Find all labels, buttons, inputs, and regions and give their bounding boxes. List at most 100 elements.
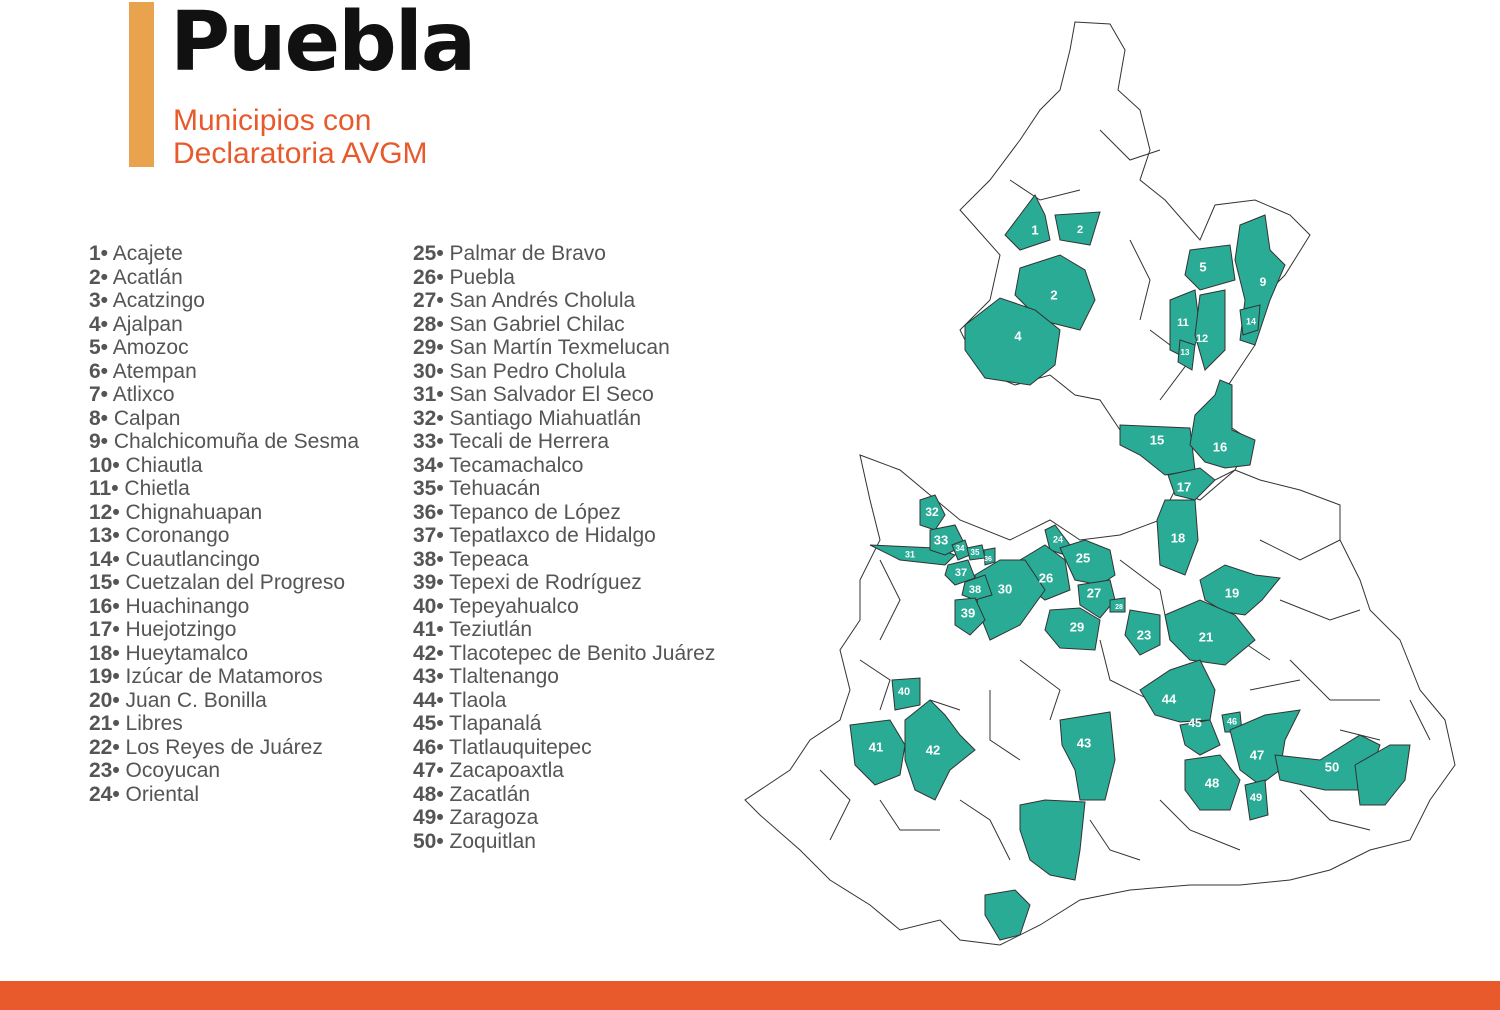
map-municipality-39 [954,597,986,636]
map-label-18: 18 [1171,530,1185,545]
map-label-31: 31 [905,549,915,559]
municipality-list-item: 37• Tepatlaxco de Hidalgo [413,524,715,548]
municipality-list-item: 38• Tepeaca [413,548,715,572]
map-municipality-32 [919,494,946,531]
map-label-12: 12 [1196,333,1208,345]
municipality-name: Zacatlán [443,782,531,806]
map-label-27: 27 [1087,585,1101,600]
map-label-38: 38 [969,584,981,596]
map-label-42: 42 [926,742,940,757]
municipality-name: Tlacotepec de Benito Juárez [443,641,716,665]
municipality-name: Izúcar de Matamoros [119,665,323,688]
map-label-11: 11 [1177,317,1189,329]
map-internal-borders [819,129,1431,861]
municipality-number: 40• [413,594,444,618]
municipality-number: 13• [89,524,120,547]
page-title: Puebla [170,0,476,90]
map-municipality-42 [904,699,976,801]
municipality-number: 5• [89,336,109,359]
map-municipality-13 [1177,339,1196,371]
map-label-34: 34 [956,544,965,553]
municipality-list-item: 18• Hueytamalco [89,642,359,666]
map-label-39: 39 [961,605,975,620]
municipality-list-item: 21• Libres [89,712,359,736]
map-municipality-undefined [1354,744,1411,806]
municipality-name: Tepanco de López [443,500,621,524]
map-label-23: 23 [1137,627,1151,642]
municipality-list-item: 39• Tepexi de Rodríguez [413,571,715,595]
subtitle-line-2: Declaratoria AVGM [173,137,428,170]
municipality-list-item: 26• Puebla [413,266,715,290]
municipality-name: Tlaltenango [443,665,559,688]
municipality-number: 2• [89,265,109,289]
municipality-name: Acajete [108,242,183,265]
municipality-name: Tlapanalá [443,712,542,735]
municipality-name: San Gabriel Chilac [443,312,625,336]
municipality-list-item: 49• Zaragoza [413,806,715,830]
municipality-number: 20• [89,688,120,712]
municipality-name: Huachinango [119,594,250,618]
map-municipality-38 [961,574,993,601]
map-label-45: 45 [1188,716,1202,730]
municipality-number: 44• [413,688,444,712]
municipality-number: 10• [89,453,120,477]
municipality-name: San Andrés Cholula [443,289,636,312]
municipality-number: 3• [89,289,109,312]
municipality-number: 47• [413,759,444,782]
municipality-name: Atlixco [108,383,175,406]
municipality-name: Huejotzingo [119,618,237,641]
municipality-number: 48• [413,782,444,806]
map-declared-municipalities [849,194,1411,941]
municipality-number: 14• [89,547,120,571]
municipality-list-item: 12• Chignahuapan [89,501,359,525]
municipality-name: Ajalpan [108,312,183,336]
map-label-30: 30 [998,581,1012,596]
map-municipality-16 [1189,379,1256,469]
municipality-name: Chiautla [119,453,203,477]
municipality-name: Amozoc [108,336,189,359]
footer-bar [0,981,1500,1010]
map-label-13: 13 [1181,348,1190,357]
municipality-list-item: 14• Cuautlancingo [89,548,359,572]
municipality-number: 30• [413,359,444,383]
municipality-list-item: 23• Ocoyucan [89,759,359,783]
municipality-name: Tepeyahualco [443,594,579,618]
map-municipality-49 [1244,779,1269,821]
municipality-name: Hueytamalco [119,641,249,665]
municipality-list-item: 27• San Andrés Cholula [413,289,715,313]
municipality-name: Tehuacán [443,477,541,500]
map-municipality-21 [1164,599,1256,666]
municipality-number: 43• [413,665,444,688]
map-label-17: 17 [1177,479,1191,494]
municipality-list-item: 31• San Salvador El Seco [413,383,715,407]
municipality-number: 41• [413,618,444,641]
municipality-name: Tepatlaxco de Hidalgo [443,524,656,547]
municipality-number: 26• [413,265,444,289]
municipality-list-item: 17• Huejotzingo [89,618,359,642]
municipality-name: Santiago Miahuatlán [443,406,642,430]
municipality-list-item: 50• Zoquitlan [413,830,715,854]
municipality-number: 4• [89,312,109,336]
map-label-36: 36 [984,556,992,563]
map-label-33: 33 [934,532,948,547]
municipality-list-item: 35• Tehuacán [413,477,715,501]
page-subtitle: Municipios con Declaratoria AVGM [173,104,428,170]
municipality-list-item: 34• Tecamachalco [413,454,715,478]
municipality-name: Teziutlán [443,618,533,641]
map-municipality-48 [1184,754,1241,811]
municipality-number: 22• [89,735,120,759]
municipality-list-item: 9• Chalchicomuña de Sesma [89,430,359,454]
municipality-number: 15• [89,571,120,594]
map-municipality-17 [1167,467,1216,501]
municipality-number: 16• [89,594,120,618]
municipality-number: 42• [413,641,444,665]
map-label-35: 35 [971,548,980,557]
map-municipality-2 [1054,211,1101,246]
municipality-list-item: 3• Acatzingo [89,289,359,313]
municipality-number: 18• [89,641,120,665]
subtitle-line-1: Municipios con [173,104,372,137]
municipality-list-column-1: 1• Acajete 2• Acatlán 3• Acatzingo 4• Ajalp… [89,242,359,806]
map-municipality-undefined [984,889,1031,941]
